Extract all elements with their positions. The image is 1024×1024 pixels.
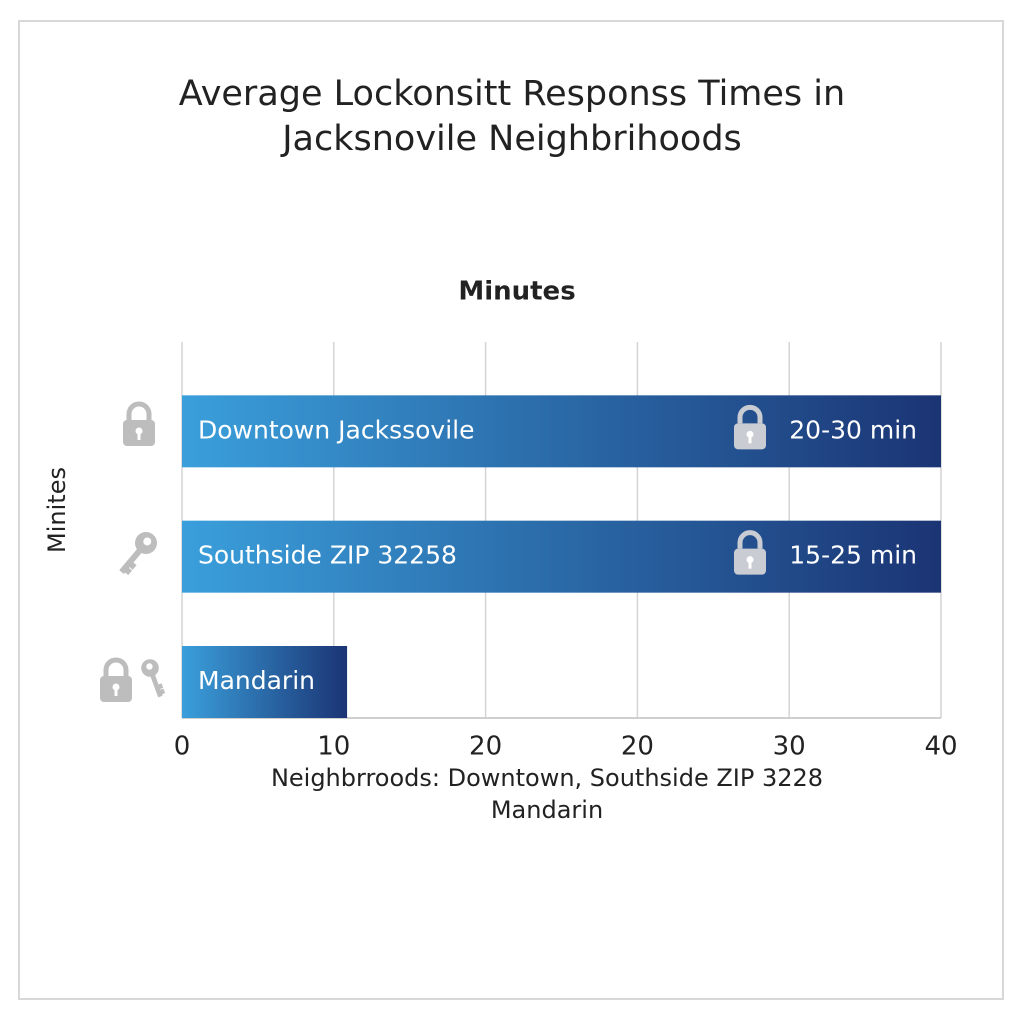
lock-icon	[123, 404, 155, 446]
bar	[182, 646, 348, 718]
bar	[182, 520, 941, 593]
x-tick-label: 30	[773, 732, 806, 762]
bar-annotation: 20-30 min	[789, 415, 917, 444]
key-icon	[139, 657, 169, 700]
y-axis-label: Minites	[43, 467, 71, 553]
key-icon	[113, 528, 161, 580]
top-axis-label: Minutes	[458, 277, 575, 307]
category-label: Southside ZIP 32258	[198, 541, 457, 570]
x-tick-label: 10	[317, 732, 350, 762]
bar-annotation: 15-25 min	[789, 541, 917, 570]
frame	[18, 20, 1004, 1000]
chart-title: Average Lockonsitt Responss Times in Jac…	[178, 74, 846, 159]
x-tick-label: 20	[469, 732, 502, 762]
bar	[182, 395, 941, 468]
x-axis-label: Neighbrroods: Downtown, Southside ZIP 32…	[270, 764, 824, 824]
x-tick-label: 40	[924, 732, 957, 762]
category-label: Downtown Jackssovile	[198, 415, 475, 444]
x-tick-label: 0	[174, 732, 191, 762]
lock-icon	[100, 660, 132, 702]
category-label: Mandarin	[198, 666, 315, 695]
x-tick-label: 20	[621, 732, 654, 762]
